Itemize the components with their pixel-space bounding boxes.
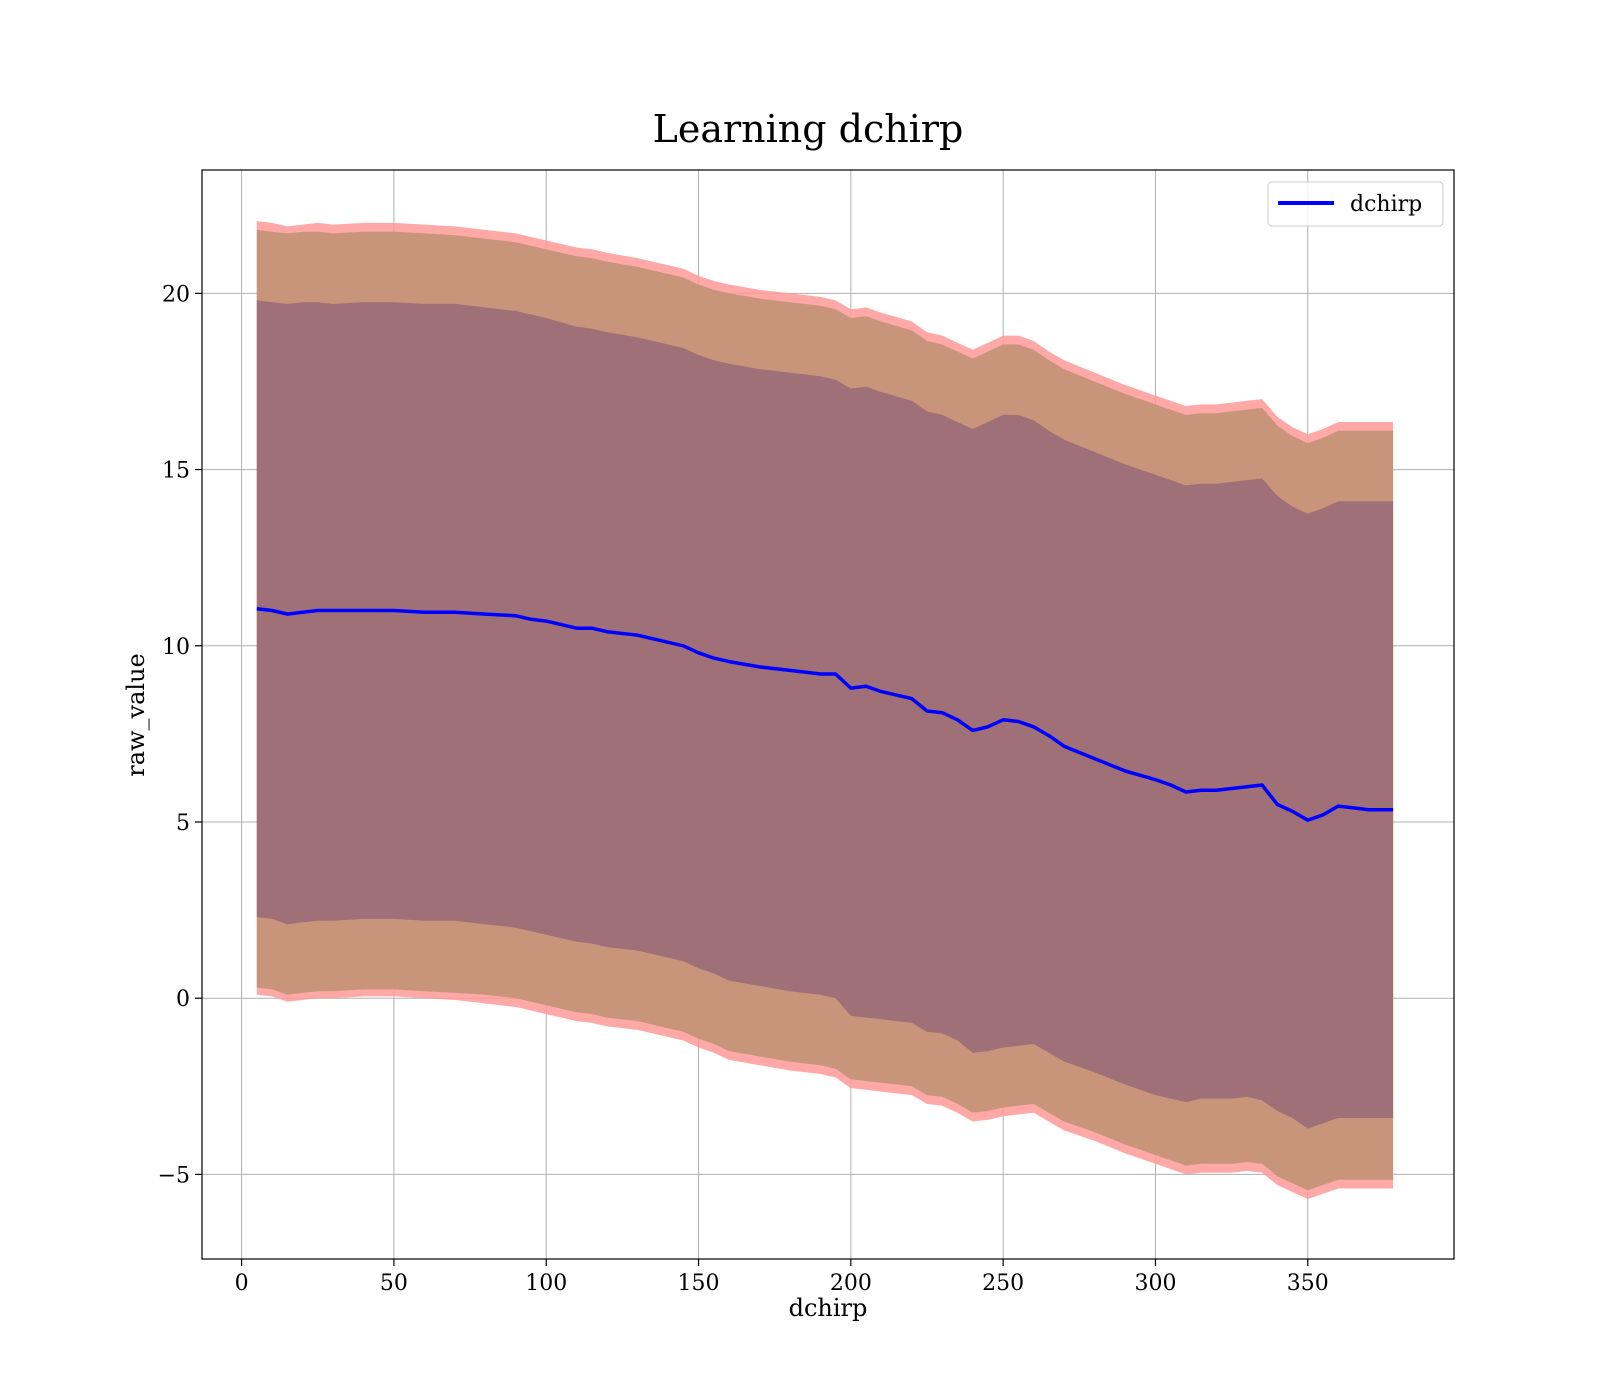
x-tick-label: 200 — [830, 1271, 872, 1296]
x-tick-label: 0 — [235, 1271, 249, 1296]
y-axis-label: raw_value — [122, 653, 150, 777]
y-tick-label: 15 — [162, 459, 190, 484]
x-tick-label: 100 — [525, 1271, 567, 1296]
plot-frame — [201, 169, 1455, 1260]
x-axis-ticks: 0 50 100 150 200 250 300 350 — [235, 1259, 1329, 1296]
y-tick-label: 20 — [162, 282, 190, 307]
x-tick-label: 350 — [1287, 1271, 1329, 1296]
x-tick-label: 300 — [1134, 1271, 1176, 1296]
y-tick-label: 0 — [176, 987, 190, 1012]
y-tick-label: 10 — [162, 635, 190, 660]
x-tick-label: 50 — [380, 1271, 408, 1296]
x-axis-label: dchirp — [789, 1294, 868, 1322]
chart-title: Learning dchirp — [653, 107, 964, 151]
confidence-bands — [256, 221, 1394, 1200]
y-axis-ticks: −5 0 5 10 15 20 — [158, 282, 202, 1188]
x-tick-label: 150 — [678, 1271, 720, 1296]
legend-label-dchirp: dchirp — [1350, 192, 1422, 217]
legend: dchirp — [1267, 181, 1444, 227]
series-line-dchirp — [256, 607, 1394, 822]
series-lines — [256, 607, 1394, 822]
y-tick-label: −5 — [158, 1163, 190, 1188]
y-tick-label: 5 — [176, 811, 190, 836]
band-inner — [256, 300, 1394, 1129]
legend-box — [1267, 181, 1444, 227]
x-tick-label: 250 — [982, 1271, 1024, 1296]
